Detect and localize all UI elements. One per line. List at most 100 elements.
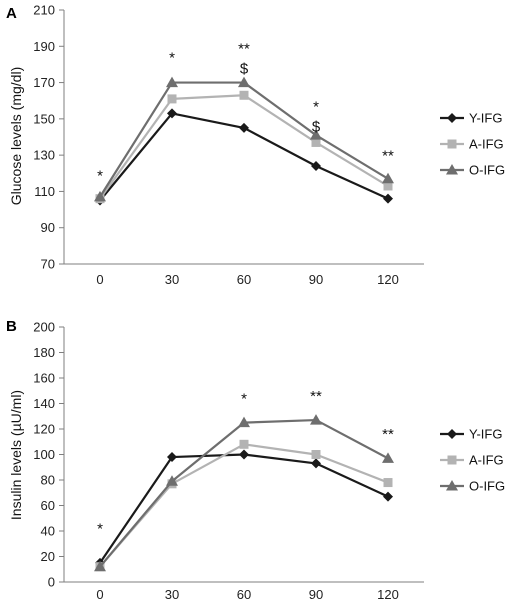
legend-label: A-IFG bbox=[469, 137, 504, 152]
square-marker bbox=[447, 455, 457, 465]
series-lines bbox=[94, 414, 394, 572]
triangle-marker bbox=[382, 452, 394, 463]
significance-annotation: ** bbox=[382, 426, 394, 443]
y-axis-title: Insulin levels (µU/ml) bbox=[8, 390, 24, 520]
diamond-marker bbox=[167, 452, 177, 463]
x-tick-label: 30 bbox=[165, 587, 179, 602]
panel-label: A bbox=[6, 5, 17, 22]
square-marker bbox=[311, 137, 321, 147]
legend: Y-IFG A-IFG O-IFG bbox=[440, 427, 505, 494]
significance-annotation: ** bbox=[382, 148, 394, 165]
y-tick-label: 120 bbox=[33, 422, 55, 437]
y-tick-label: 200 bbox=[33, 320, 55, 335]
y-tick-label: 140 bbox=[33, 396, 55, 411]
legend-item: Y-IFG bbox=[440, 427, 502, 442]
legend-item: Y-IFG bbox=[440, 111, 502, 126]
significance-annotation: * bbox=[241, 391, 247, 408]
significance-annotation: $ bbox=[240, 61, 249, 78]
significance-annotation: $ bbox=[312, 119, 321, 136]
legend-label: Y-IFG bbox=[469, 111, 502, 126]
significance-annotation: ** bbox=[238, 41, 250, 58]
series-y-ifg bbox=[95, 449, 393, 568]
legend: Y-IFG A-IFG O-IFG bbox=[440, 111, 505, 178]
x-tick-label: 120 bbox=[377, 587, 399, 602]
series-lines bbox=[94, 76, 394, 206]
diamond-marker bbox=[239, 449, 249, 460]
square-marker bbox=[383, 181, 393, 191]
y-tick-label: 160 bbox=[33, 371, 55, 386]
square-marker bbox=[167, 94, 177, 104]
series-o-ifg bbox=[94, 414, 394, 572]
significance-annotation: * bbox=[313, 99, 319, 116]
y-tick-label: 90 bbox=[41, 220, 55, 235]
x-tick-label: 60 bbox=[237, 587, 251, 602]
y-tick-label: 190 bbox=[33, 39, 55, 54]
x-tick-label: 90 bbox=[309, 587, 323, 602]
legend-label: A-IFG bbox=[469, 453, 504, 468]
series-line bbox=[99, 443, 389, 568]
x-tick-label: 60 bbox=[237, 272, 251, 287]
y-tick-label: 60 bbox=[41, 498, 55, 513]
diamond-marker bbox=[383, 491, 393, 502]
triangle-marker bbox=[238, 416, 250, 428]
x-tick-label: 120 bbox=[377, 272, 399, 287]
legend-label: Y-IFG bbox=[469, 427, 502, 442]
annotations: ** **** bbox=[97, 388, 394, 538]
triangle-marker bbox=[94, 190, 106, 202]
triangle-marker bbox=[310, 129, 322, 140]
series-a-ifg bbox=[95, 90, 393, 204]
x-tick-label: 0 bbox=[96, 587, 103, 602]
y-tick-label: 110 bbox=[34, 184, 55, 199]
annotations: ****$*$** bbox=[97, 41, 394, 185]
square-marker bbox=[239, 90, 249, 100]
y-tick-label: 210 bbox=[33, 3, 55, 18]
triangle-marker bbox=[382, 172, 394, 184]
significance-annotation: ** bbox=[310, 388, 322, 405]
triangle-marker bbox=[446, 480, 458, 491]
chart-panel-b: B Insulin levels (µU/ml) 0 20 40 60 80 100 120… bbox=[6, 318, 505, 602]
y-tick-label: 80 bbox=[41, 473, 55, 488]
y-tick-label: 150 bbox=[33, 111, 55, 126]
significance-annotation: * bbox=[97, 168, 103, 185]
significance-annotation: * bbox=[97, 521, 103, 538]
axes: 0 20 40 60 80 100 120 140 160 180 200 0 30 60 90 120 bbox=[33, 320, 424, 602]
x-tick-label: 90 bbox=[309, 272, 323, 287]
square-marker bbox=[311, 450, 321, 459]
series-line bbox=[99, 453, 389, 564]
series-y-ifg bbox=[95, 108, 393, 206]
series-o-ifg bbox=[94, 76, 394, 202]
y-tick-label: 130 bbox=[33, 148, 55, 163]
triangle-marker bbox=[310, 414, 322, 425]
y-tick-label: 40 bbox=[41, 524, 55, 539]
y-axis-title: Glucose levels (mg/dl) bbox=[8, 67, 24, 206]
triangle-marker bbox=[166, 475, 178, 486]
axes: 70 90 110 130 150 170 190 210 0 30 60 90 120 bbox=[33, 3, 424, 287]
y-tick-label: 180 bbox=[33, 345, 55, 360]
legend-item: A-IFG bbox=[440, 137, 504, 152]
panel-label: B bbox=[6, 318, 17, 335]
legend-item: O-IFG bbox=[440, 479, 505, 494]
triangle-marker bbox=[446, 164, 458, 175]
chart-panel-a: A Glucose levels (mg/dl) 70 90 110 130 150 17… bbox=[6, 3, 505, 288]
triangle-marker bbox=[94, 560, 106, 572]
square-marker bbox=[447, 139, 457, 149]
triangle-marker bbox=[238, 76, 250, 88]
legend-label: O-IFG bbox=[469, 163, 505, 178]
diamond-marker bbox=[447, 113, 457, 123]
x-tick-label: 30 bbox=[165, 272, 179, 287]
y-tick-label: 0 bbox=[48, 575, 55, 590]
diamond-marker bbox=[167, 108, 177, 119]
triangle-marker bbox=[166, 76, 178, 88]
diamond-marker bbox=[383, 193, 393, 204]
legend-item: O-IFG bbox=[440, 163, 505, 178]
x-tick-label: 0 bbox=[96, 272, 103, 287]
diamond-marker bbox=[311, 458, 321, 469]
y-tick-label: 20 bbox=[41, 549, 55, 564]
diamond-marker bbox=[311, 161, 321, 172]
diamond-marker bbox=[239, 122, 249, 133]
legend-label: O-IFG bbox=[469, 479, 505, 494]
significance-annotation: * bbox=[169, 50, 175, 67]
y-tick-label: 70 bbox=[41, 257, 55, 272]
y-tick-label: 100 bbox=[33, 447, 55, 462]
